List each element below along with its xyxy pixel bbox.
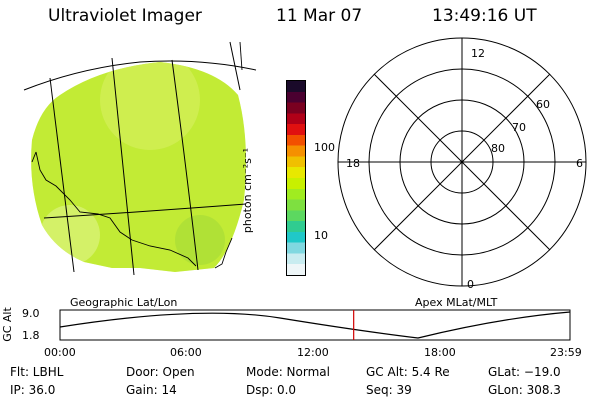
app-title: Ultraviolet Imager — [48, 6, 202, 26]
ip-info: IP: 36.0 — [10, 383, 56, 397]
glon-info: GLon: 308.3 — [488, 383, 561, 397]
filter-info: Flt: LBHL — [10, 365, 64, 379]
colorbar-tick-10: 10 — [314, 229, 328, 242]
door-info: Door: Open — [126, 365, 195, 379]
time-tick-1: 06:00 — [170, 346, 202, 359]
mlt-label-18: 18 — [346, 157, 360, 170]
seq-info: Seq: 39 — [366, 383, 412, 397]
time-tick-3: 18:00 — [424, 346, 456, 359]
colorbar — [286, 80, 306, 276]
time-tick-0: 00:00 — [44, 346, 76, 359]
earth-disk — [31, 62, 246, 272]
mlat-label-60: 60 — [536, 98, 550, 111]
altitude-tick-9: 9.0 — [22, 307, 40, 320]
mlat-label-80: 80 — [491, 142, 505, 155]
mlat-label-70: 70 — [512, 121, 526, 134]
time-tick-4: 23:59 — [550, 346, 582, 359]
map-projection-label: Geographic Lat/Lon — [70, 296, 178, 309]
lat-lon-grid — [23, 41, 257, 276]
colorbar-tick-100: 100 — [314, 141, 335, 154]
mlt-label-0: 0 — [467, 278, 474, 291]
glat-info: GLat: −19.0 — [488, 365, 561, 379]
altitude-axis-label: GC Alt — [0, 307, 14, 342]
mode-info: Mode: Normal — [246, 365, 330, 379]
dsp-info: Dsp: 0.0 — [246, 383, 297, 397]
gc-alt-info: GC Alt: 5.4 Re — [366, 365, 450, 379]
time-tick-2: 12:00 — [297, 346, 329, 359]
mlt-label-6: 6 — [576, 157, 583, 170]
coastline — [31, 41, 243, 269]
polar-projection-label: Apex MLat/MLT — [415, 296, 498, 309]
altitude-tick-1-8: 1.8 — [22, 329, 40, 342]
time-label: 13:49:16 UT — [432, 6, 537, 26]
mlt-label-12: 12 — [471, 47, 485, 60]
date-label: 11 Mar 07 — [276, 6, 363, 26]
colorbar-unit-label: photon cm⁻²s⁻¹ — [241, 147, 255, 234]
gain-info: Gain: 14 — [126, 383, 177, 397]
